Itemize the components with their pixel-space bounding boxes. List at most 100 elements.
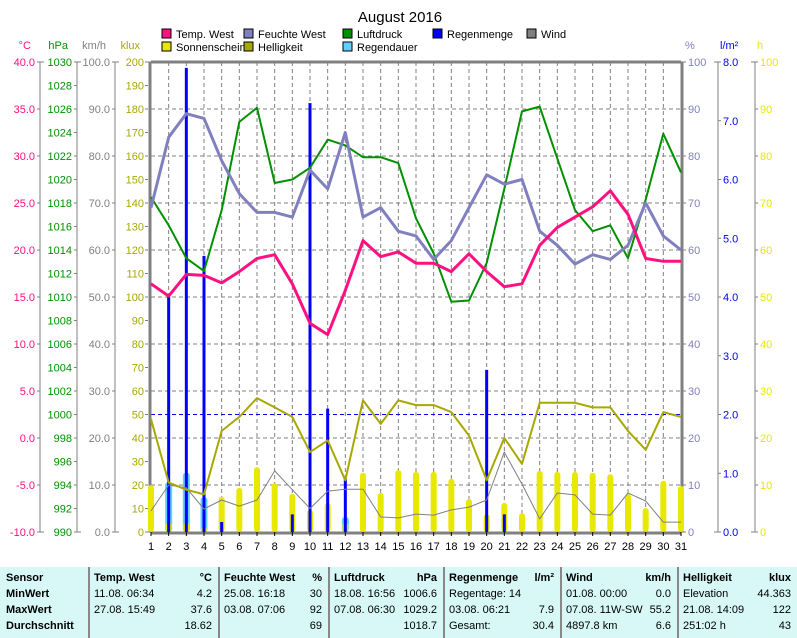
series-line-temp-west — [150, 189, 681, 337]
stats-cell-label: Elevation — [683, 588, 729, 600]
series-line-feuchte-west — [149, 112, 682, 266]
stats-column-title: Luftdruck — [334, 572, 385, 584]
x-tick-label: 22 — [516, 541, 528, 553]
axis-tick-label: 0 — [760, 527, 766, 539]
axis-tick-label: 50.0 — [89, 292, 110, 304]
x-tick-label: 28 — [622, 541, 634, 553]
stats-cell-value: 4.2 — [196, 588, 212, 600]
axis-tick-label: 80 — [132, 339, 144, 351]
axis-tick-label: 90 — [760, 104, 772, 116]
legend-swatch — [161, 41, 172, 52]
column-separator — [443, 567, 445, 638]
axis-tick-label: 4.0 — [723, 292, 738, 304]
axis-tick-label: 180 — [126, 104, 144, 116]
axis-tick-label: 0.0 — [95, 527, 110, 539]
axis-tick-label: 40.0 — [14, 57, 35, 69]
axis-tick-label: 1010 — [48, 292, 72, 304]
x-tick-label: 17 — [428, 541, 440, 553]
axis-tick-label: 1026 — [48, 104, 72, 116]
row-label-avg: Durchschnitt — [6, 620, 74, 632]
axis-tick-label: 15.0 — [14, 292, 35, 304]
bar-sonnenschein — [395, 469, 402, 532]
axis-tick-label: 1004 — [48, 363, 72, 375]
axis-tick-label: 1016 — [48, 222, 72, 234]
axis-tick-label: 40.0 — [89, 339, 110, 351]
stats-column-unit: hPa — [416, 572, 437, 584]
bar-regenmenge — [308, 103, 312, 532]
stats-cell-value: 44.363 — [757, 588, 791, 600]
stats-labels-column: Sensor MinWert MaxWert Durchschnitt — [0, 567, 88, 638]
axis-tick-label: 20.0 — [14, 245, 35, 257]
legend-label: Feuchte West — [258, 29, 326, 41]
legend-label: Regendauer — [357, 42, 418, 54]
axis-tick-label: 8.0 — [723, 57, 738, 69]
axis-tick-label: 130 — [126, 222, 144, 234]
x-tick-label: 2 — [166, 541, 172, 553]
stats-row: 18.08. 16:56 1006.6 — [328, 586, 443, 602]
row-label-sensor: Sensor — [6, 572, 44, 584]
legend-swatch — [243, 41, 254, 52]
bar-sonnenschein — [466, 499, 472, 532]
axis-tick-label: 150 — [126, 175, 144, 187]
x-tick-label: 3 — [183, 541, 189, 553]
bar-sonnenschein — [572, 471, 578, 532]
axis-tick-label: 1012 — [48, 269, 72, 281]
stats-column-regenmenge: Regenmenge l/m² Regentage: 14 03.08. 06:21 7… — [443, 567, 560, 638]
axis-unit-label: % — [685, 40, 695, 52]
x-tick-label: 20 — [481, 541, 493, 553]
axis-unit-label: °C — [19, 40, 31, 52]
axis-tick-label: 100.0 — [82, 57, 110, 69]
x-tick-label: 11 — [322, 541, 333, 553]
bar-regenmenge — [485, 369, 489, 532]
axis-tick-label: 200 — [126, 57, 144, 69]
x-tick-label: 6 — [236, 541, 242, 553]
axis-tick-label: 80.0 — [89, 151, 110, 163]
axis-tick-label: 1018 — [48, 198, 72, 210]
bar-regenmenge — [343, 479, 347, 532]
axis-tick-label: 30 — [688, 386, 700, 398]
x-tick-label: 4 — [201, 541, 207, 553]
legend-swatch — [342, 28, 353, 39]
bar-regenmenge — [502, 514, 506, 532]
stats-cell-value: 30 — [309, 588, 322, 600]
axis-tick-label: 25.0 — [14, 198, 35, 210]
axis-tick-label: 994 — [54, 480, 72, 492]
axis-tick-label: 100 — [688, 57, 706, 69]
axis-tick-label: 90 — [688, 104, 700, 116]
axis-tick-label: 1024 — [48, 128, 72, 140]
axis-tick-label: 40 — [760, 339, 772, 351]
bar-sonnenschein — [554, 471, 561, 532]
x-tick-label: 31 — [675, 541, 687, 553]
axis-tick-label: 0 — [138, 527, 144, 539]
legend-label: Wind — [541, 29, 566, 41]
axis-unit-label: h — [757, 40, 763, 52]
stats-row: 03.08. 07:06 92 — [218, 602, 328, 618]
bar-regenmenge — [167, 297, 171, 532]
stats-column-luftdruck: Luftdruck hPa 18.08. 16:56 1006.6 07.08. 06:… — [328, 567, 443, 638]
stats-column-unit: % — [312, 572, 322, 584]
stats-column-title: Regenmenge — [449, 572, 519, 584]
axis-tick-label: 40 — [132, 433, 144, 445]
stats-row: 18.62 — [88, 618, 218, 634]
legend-swatch — [243, 28, 254, 39]
axis-tick-label: 20 — [132, 480, 144, 492]
axis-tick-label: 190 — [126, 81, 144, 93]
stats-row: Elevation 44.363 — [677, 586, 797, 602]
x-tick-label: 14 — [375, 541, 387, 553]
axis-tick-label: 140 — [126, 198, 144, 210]
bar-sonnenschein — [448, 478, 455, 532]
axis-tick-label: 170 — [126, 128, 144, 140]
x-tick-label: 27 — [604, 541, 616, 553]
stats-row: 251:02 h 43 — [677, 618, 797, 634]
column-separator — [88, 567, 90, 638]
axis-tick-label: 0.0 — [20, 433, 35, 445]
axis-tick-label: 90 — [132, 316, 144, 328]
bar-sonnenschein — [271, 483, 278, 532]
axis-tick-label: 80 — [760, 151, 772, 163]
legend-swatch — [526, 28, 537, 39]
bar-sonnenschein — [236, 487, 243, 532]
axis-unit-label: l/m² — [720, 40, 739, 52]
stats-cell-value: 1018.7 — [403, 620, 437, 632]
axis-tick-label: 1014 — [48, 245, 72, 257]
statistics-table: Sensor MinWert MaxWert Durchschnitt Temp… — [0, 567, 797, 638]
